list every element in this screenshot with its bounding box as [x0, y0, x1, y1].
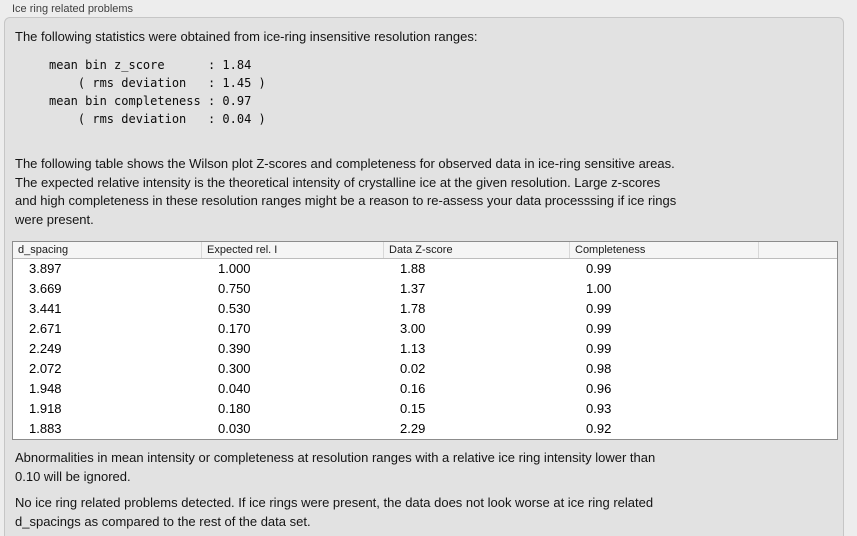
table-cell: 0.300	[218, 361, 251, 376]
table-body: 3.897 1.000 1.88 0.99 3.669 0.750 1.37 1.00 3.44…	[13, 259, 837, 439]
table-cell: 1.13	[400, 341, 426, 356]
table-cell: 1.883	[29, 421, 62, 436]
table-cell: 0.390	[218, 341, 251, 356]
table-cell: 3.441	[29, 301, 62, 316]
column-header-d-spacing[interactable]: d_spacing	[13, 242, 202, 258]
table-cell: 0.530	[218, 301, 251, 316]
table-row[interactable]: 2.249 0.390 1.13 0.99	[13, 339, 837, 359]
table-row[interactable]: 3.441 0.530 1.78 0.99	[13, 299, 837, 319]
table-cell: 0.750	[218, 281, 251, 296]
table-cell: 0.99	[586, 341, 612, 356]
table-row[interactable]: 2.072 0.300 0.02 0.98	[13, 359, 837, 379]
table-cell: 0.180	[218, 401, 251, 416]
table-cell: 2.072	[29, 361, 62, 376]
table-cell: 2.29	[400, 421, 426, 436]
table-cell: 0.040	[218, 381, 251, 396]
table-cell: 2.249	[29, 341, 62, 356]
table-cell: 0.96	[586, 381, 612, 396]
ice-ring-panel: The following statistics were obtained f…	[4, 17, 844, 536]
ice-ring-table: d_spacing Expected rel. I Data Z-score C…	[12, 241, 838, 440]
table-cell: 1.000	[218, 261, 251, 276]
table-row[interactable]: 2.671 0.170 3.00 0.99	[13, 319, 837, 339]
statistics-block: mean bin z_score : 1.84 ( rms deviation …	[49, 58, 266, 126]
table-row[interactable]: 1.918 0.180 0.15 0.93	[13, 399, 837, 419]
conclusion-text: No ice ring related problems detected. I…	[15, 495, 654, 529]
table-cell: 3.00	[400, 321, 426, 336]
table-cell: 1.78	[400, 301, 426, 316]
column-header-completeness[interactable]: Completeness	[570, 242, 759, 258]
ignore-threshold-note: Abnormalities in mean intensity or compl…	[15, 450, 656, 484]
table-row[interactable]: 3.897 1.000 1.88 0.99	[13, 259, 837, 279]
table-cell: 0.170	[218, 321, 251, 336]
table-cell: 1.948	[29, 381, 62, 396]
column-header-data-z-score[interactable]: Data Z-score	[384, 242, 570, 258]
table-row[interactable]: 1.883 0.030 2.29 0.92	[13, 419, 837, 439]
table-cell: 2.671	[29, 321, 62, 336]
group-box-title: Ice ring related problems	[12, 3, 134, 15]
table-cell: 0.99	[586, 301, 612, 316]
table-header-row: d_spacing Expected rel. I Data Z-score C…	[13, 242, 837, 259]
table-cell: 0.99	[586, 261, 612, 276]
table-cell: 0.16	[400, 381, 426, 396]
table-cell: 1.918	[29, 401, 62, 416]
table-cell: 1.37	[400, 281, 426, 296]
table-cell: 3.669	[29, 281, 62, 296]
table-cell: 0.15	[400, 401, 426, 416]
table-cell: 0.93	[586, 401, 612, 416]
intro-text: The following statistics were obtained f…	[15, 29, 478, 44]
table-cell: 1.00	[586, 281, 612, 296]
table-row[interactable]: 3.669 0.750 1.37 1.00	[13, 279, 837, 299]
column-header-expected-rel-i[interactable]: Expected rel. I	[202, 242, 384, 258]
table-cell: 1.88	[400, 261, 426, 276]
column-header-empty	[759, 242, 837, 258]
table-cell: 3.897	[29, 261, 62, 276]
table-description-text: The following table shows the Wilson plo…	[15, 156, 677, 227]
table-cell: 0.02	[400, 361, 426, 376]
table-cell: 0.99	[586, 321, 612, 336]
table-cell: 0.92	[586, 421, 612, 436]
table-row[interactable]: 1.948 0.040 0.16 0.96	[13, 379, 837, 399]
table-cell: 0.98	[586, 361, 612, 376]
table-cell: 0.030	[218, 421, 251, 436]
